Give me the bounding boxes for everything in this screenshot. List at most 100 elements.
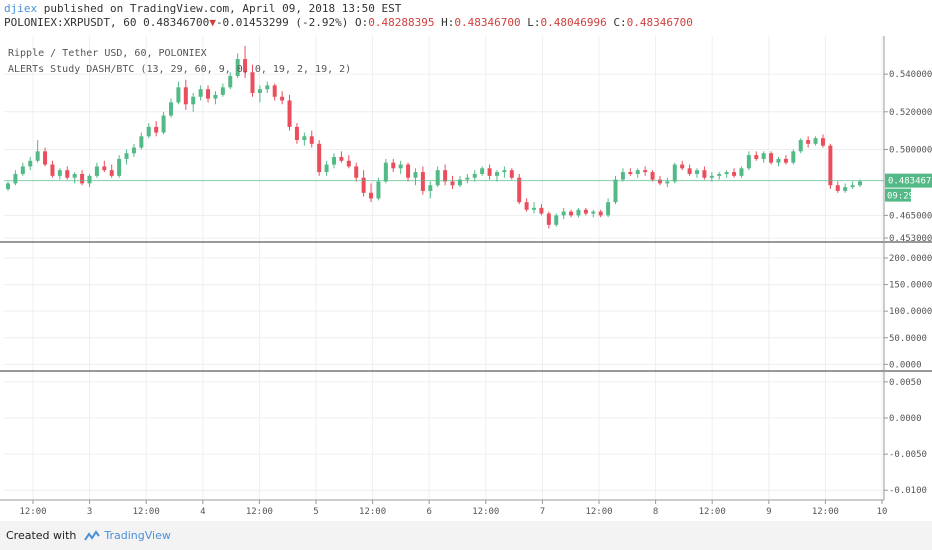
- candle-body: [739, 168, 744, 176]
- candle-body: [546, 213, 551, 225]
- candle-body: [243, 59, 248, 73]
- candle-body: [480, 168, 485, 174]
- candle-body: [161, 115, 166, 133]
- candle-body: [28, 160, 33, 167]
- candle-body: [220, 87, 225, 95]
- candle-body: [798, 140, 803, 152]
- candle-body: [154, 126, 159, 133]
- candle-body: [87, 175, 92, 184]
- last-price-marker: [885, 173, 932, 188]
- x-tick-label: 10: [877, 507, 888, 517]
- y-tick-label: 100.0000: [889, 307, 932, 317]
- candle-body: [457, 179, 462, 186]
- y-tick-label: 0.50000000: [889, 145, 932, 155]
- candle-body: [176, 87, 181, 103]
- candle-body: [672, 164, 677, 182]
- candle-body: [620, 172, 625, 180]
- candle-body: [20, 166, 25, 174]
- y-tick-label: 0.54000000: [889, 70, 932, 80]
- candle-body: [843, 187, 848, 191]
- candle-body: [213, 94, 218, 99]
- y-tick-label: 0.46500000: [889, 211, 932, 221]
- y-tick-label: 0.52000000: [889, 108, 932, 118]
- candle-body: [435, 170, 440, 186]
- candle-body: [102, 166, 107, 171]
- low-label: L:: [527, 16, 541, 29]
- y-tick-label: -0.0050: [889, 450, 927, 460]
- author-link[interactable]: djiex: [4, 2, 38, 15]
- candle-body: [65, 170, 70, 178]
- candle-body: [376, 181, 381, 199]
- candle-body: [494, 172, 499, 176]
- candle-body: [13, 173, 18, 184]
- candle-body: [339, 157, 344, 161]
- candle-body: [524, 202, 529, 210]
- x-tick-label: 12:00: [585, 507, 612, 517]
- candle-body: [117, 158, 122, 176]
- candle-body: [783, 158, 788, 163]
- x-tick-label: 12:00: [812, 507, 839, 517]
- candle-body: [532, 207, 537, 210]
- x-tick-label: 3: [87, 507, 92, 517]
- candle-body: [650, 172, 655, 180]
- candle-body: [554, 215, 559, 225]
- candle-body: [235, 59, 240, 77]
- y-tick-label: 0.0000: [889, 360, 922, 370]
- high-label: H:: [441, 16, 455, 29]
- candle-body: [761, 153, 766, 159]
- x-tick-label: 7: [540, 507, 545, 517]
- candle-body: [561, 211, 566, 216]
- candle-body: [724, 172, 729, 174]
- tradingview-brand: TradingView: [104, 529, 171, 542]
- candle-body: [754, 155, 759, 159]
- candle-body: [43, 151, 48, 165]
- candle-body: [509, 170, 514, 178]
- candle-body: [250, 72, 255, 93]
- candle-body: [828, 145, 833, 186]
- candle-body: [517, 177, 522, 203]
- candle-body: [420, 172, 425, 191]
- candle-body: [643, 170, 648, 173]
- tradingview-logo[interactable]: TradingView: [84, 529, 171, 542]
- open-label: O:: [355, 16, 369, 29]
- candle-body: [383, 162, 388, 182]
- candle-body: [72, 173, 77, 178]
- candle-body: [302, 136, 307, 141]
- change-arrow-icon: ▼: [209, 16, 216, 29]
- x-tick-label: 5: [313, 507, 318, 517]
- last-price-label: 0.48346700: [888, 177, 932, 187]
- candle-body: [835, 185, 840, 191]
- candle-body: [776, 158, 781, 163]
- x-tick-label: 9: [766, 507, 771, 517]
- candle-body: [591, 211, 596, 214]
- high-value: 0.48346700: [454, 16, 521, 29]
- candle-body: [687, 168, 692, 174]
- candle-body: [294, 126, 299, 141]
- candle-body: [146, 126, 151, 137]
- candle-body: [206, 89, 211, 99]
- publish-info: published on TradingView.com, April 09, …: [37, 2, 402, 15]
- price-pane[interactable]: 0.48346700 09:29: [4, 45, 932, 229]
- chart-canvas[interactable]: 0.48346700 09:29 0.54000000 0.52000000 0.50…: [0, 36, 932, 520]
- candle-body: [272, 85, 277, 97]
- candle-body: [346, 160, 351, 167]
- x-tick-label: 12:00: [472, 507, 499, 517]
- axes: 0.54000000 0.52000000 0.50000000 0.46500000…: [0, 36, 932, 517]
- y-tick-label: 150.0000: [889, 281, 932, 291]
- candle-body: [280, 96, 285, 101]
- candle-body: [635, 170, 640, 174]
- candle-body: [695, 170, 700, 174]
- grid-lines: [4, 36, 884, 500]
- last-price: 0.48346700: [143, 16, 210, 29]
- candle-body: [183, 87, 188, 105]
- x-tick-label: 12:00: [133, 507, 160, 517]
- candle-body: [139, 136, 144, 148]
- candle-body: [50, 164, 55, 176]
- candle-body: [391, 162, 396, 169]
- candle-body: [606, 202, 611, 216]
- legend-symbol: Ripple / Tether USD, 60, POLONIEX: [8, 48, 207, 59]
- candle-body: [80, 173, 85, 184]
- candle-body: [850, 185, 855, 188]
- candle-body: [361, 177, 366, 193]
- x-tick-label: 8: [653, 507, 658, 517]
